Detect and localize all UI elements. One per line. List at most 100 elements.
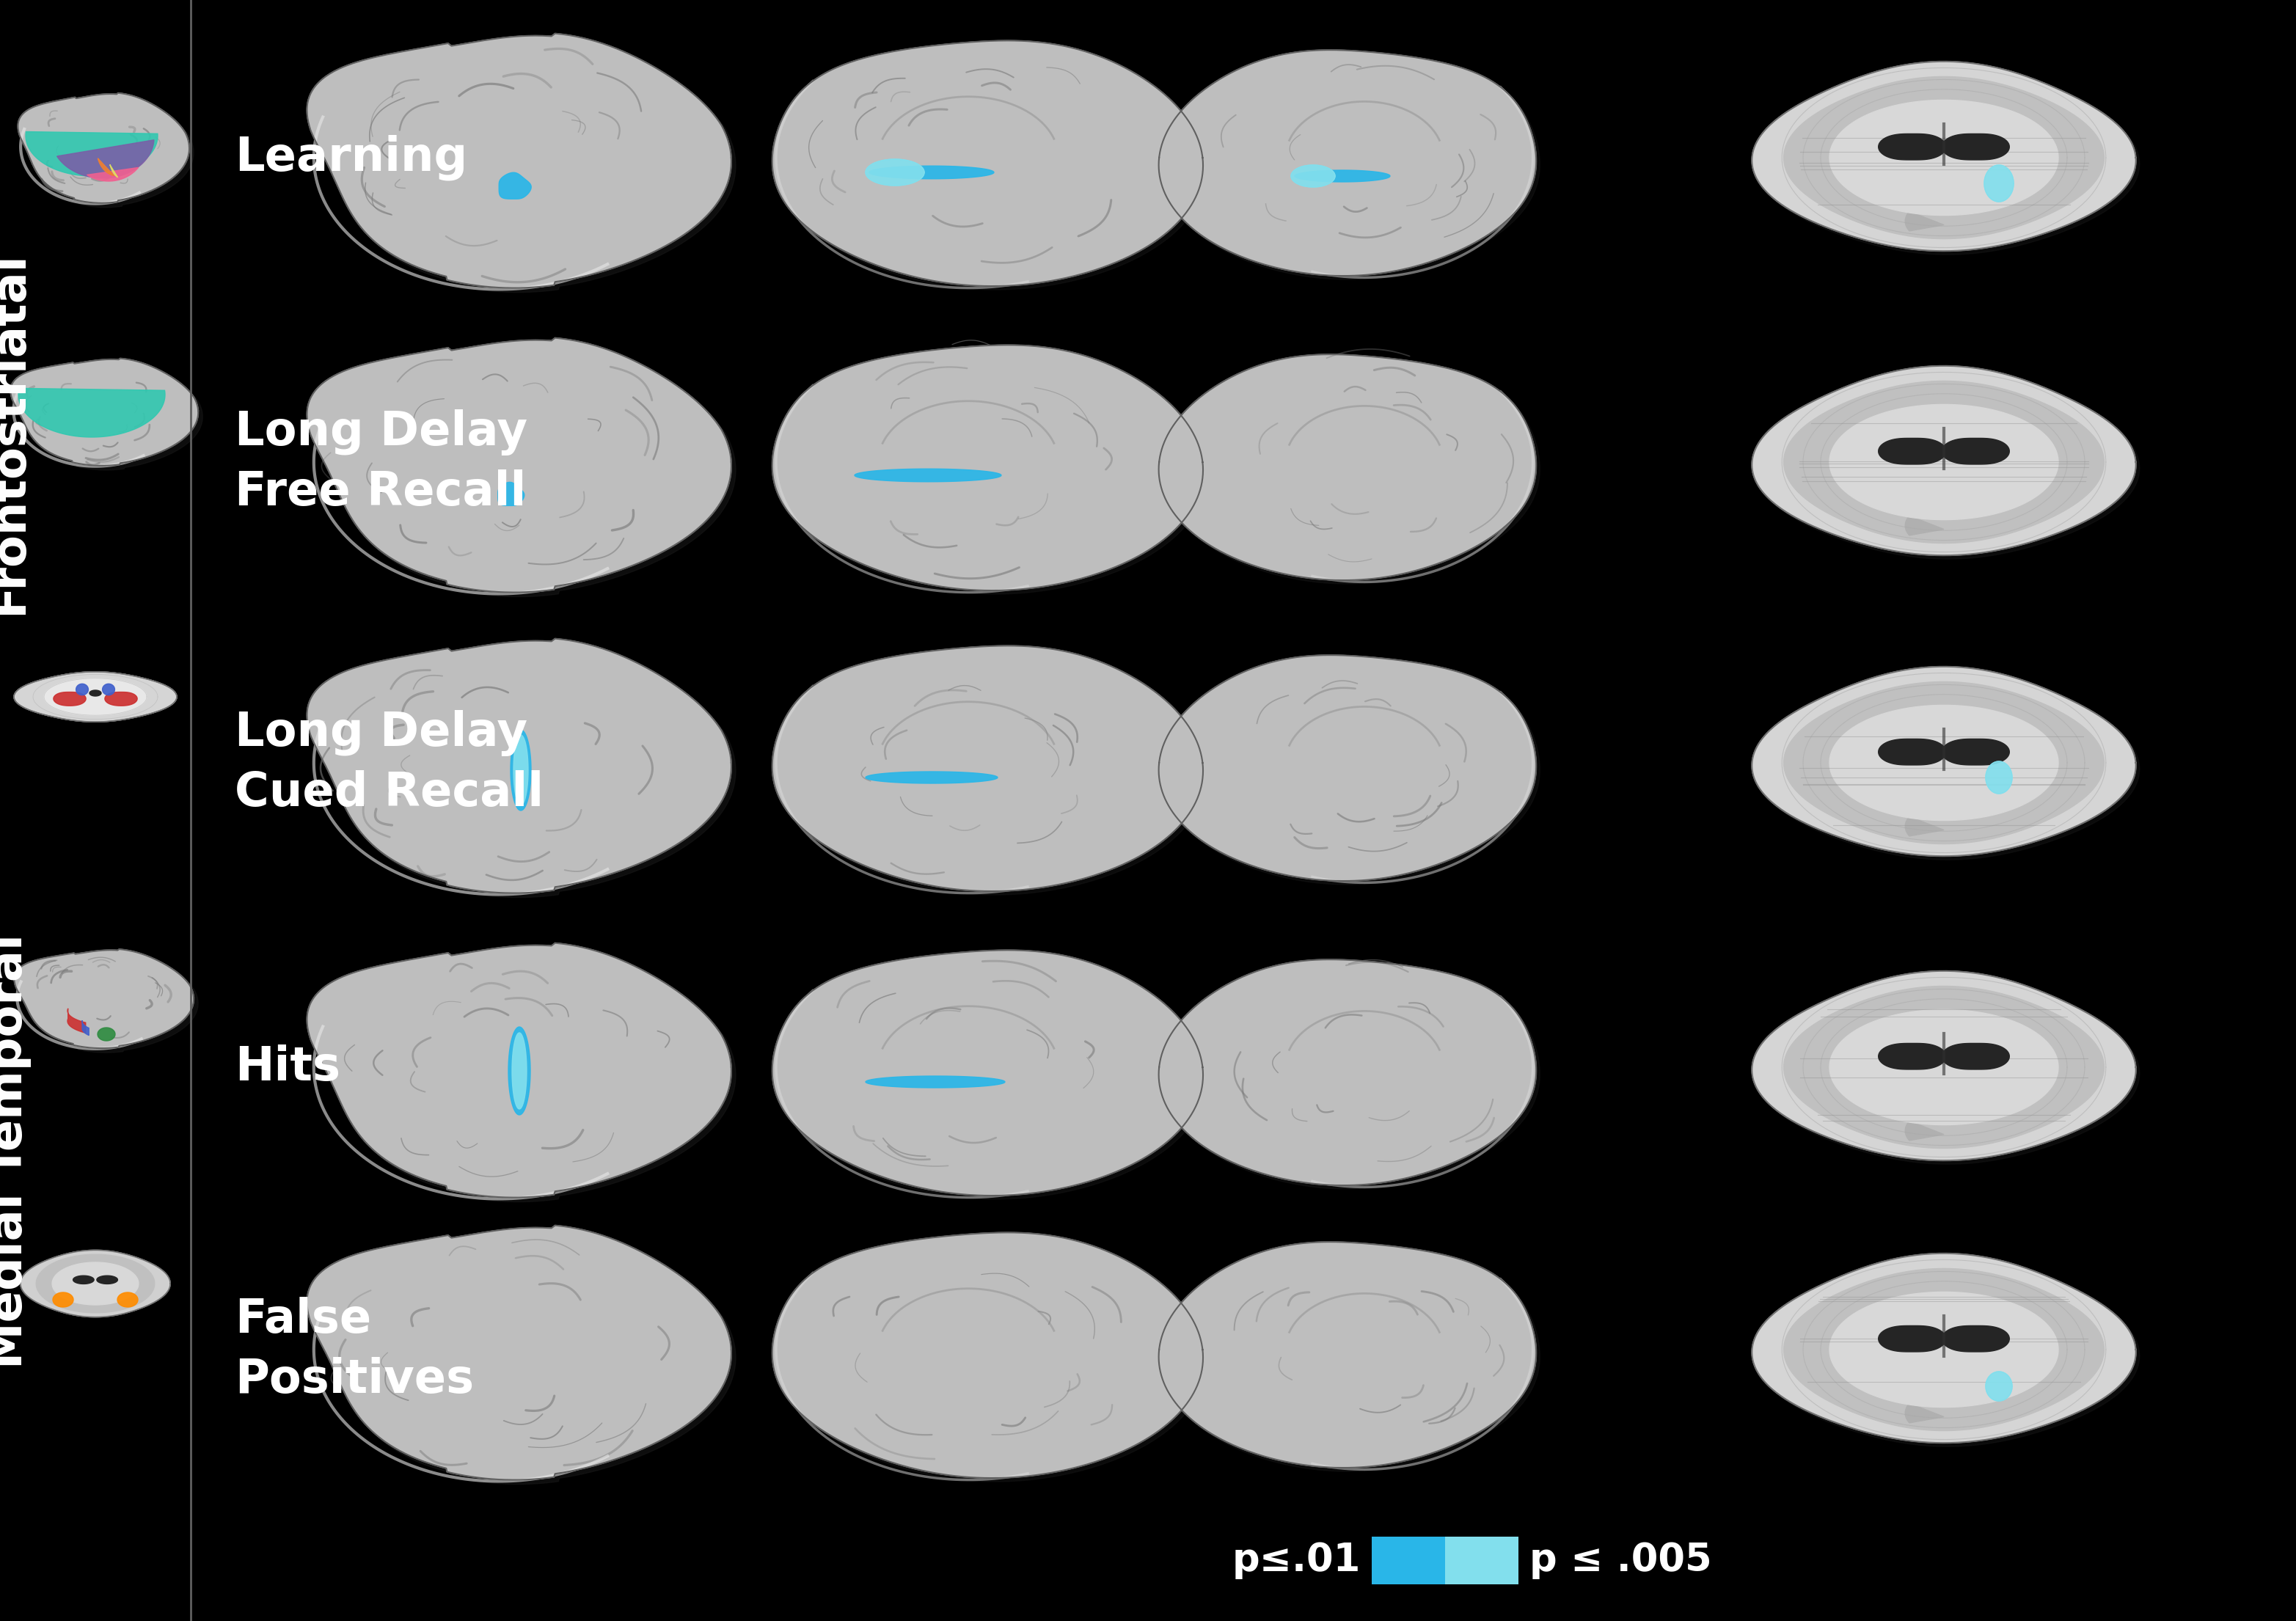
Polygon shape: [866, 1076, 1006, 1088]
Polygon shape: [1162, 963, 1541, 1190]
Polygon shape: [110, 165, 117, 177]
Text: Frontostriatal: Frontostriatal: [0, 251, 32, 614]
Polygon shape: [1159, 960, 1536, 1185]
Polygon shape: [312, 37, 735, 292]
Polygon shape: [18, 953, 197, 1052]
Polygon shape: [1986, 762, 2011, 794]
Polygon shape: [771, 41, 1203, 285]
Bar: [1371, 1537, 1444, 1584]
Polygon shape: [1906, 1404, 1945, 1423]
Polygon shape: [1784, 682, 2103, 845]
Polygon shape: [76, 684, 87, 695]
Polygon shape: [1784, 986, 2103, 1148]
Polygon shape: [1830, 405, 2057, 520]
Polygon shape: [1752, 971, 2135, 1161]
Polygon shape: [117, 1292, 138, 1307]
Polygon shape: [1162, 53, 1541, 279]
Polygon shape: [1942, 739, 2009, 765]
Polygon shape: [771, 950, 1203, 1196]
Polygon shape: [1878, 1326, 1947, 1352]
Polygon shape: [1830, 1292, 2057, 1407]
Polygon shape: [312, 947, 735, 1201]
Polygon shape: [776, 1237, 1208, 1482]
Polygon shape: [1295, 170, 1389, 182]
Polygon shape: [25, 131, 158, 177]
Text: False
Positives: False Positives: [234, 1297, 473, 1402]
Polygon shape: [854, 468, 1001, 481]
Polygon shape: [1830, 1010, 2057, 1125]
Polygon shape: [1830, 705, 2057, 820]
Polygon shape: [1752, 366, 2135, 556]
Polygon shape: [1159, 355, 1536, 580]
Polygon shape: [1162, 658, 1541, 885]
Polygon shape: [1906, 817, 1945, 836]
Polygon shape: [14, 671, 177, 721]
Polygon shape: [23, 97, 193, 207]
Text: Hits: Hits: [234, 1044, 340, 1089]
Polygon shape: [106, 692, 138, 705]
Polygon shape: [99, 159, 115, 175]
Text: Long Delay
Cued Recall: Long Delay Cued Recall: [234, 710, 544, 815]
Polygon shape: [1942, 1044, 2009, 1070]
Text: p≤.01: p≤.01: [1233, 1542, 1362, 1579]
Polygon shape: [312, 342, 735, 597]
Polygon shape: [512, 1033, 526, 1109]
Polygon shape: [312, 644, 735, 898]
Polygon shape: [1159, 655, 1536, 880]
Polygon shape: [67, 1008, 85, 1033]
Polygon shape: [53, 692, 85, 705]
Polygon shape: [1784, 1269, 2103, 1431]
Polygon shape: [510, 729, 530, 810]
Polygon shape: [1942, 135, 2009, 160]
Polygon shape: [312, 1230, 735, 1485]
Polygon shape: [14, 950, 193, 1049]
Polygon shape: [90, 691, 101, 695]
Polygon shape: [1878, 438, 1947, 464]
Polygon shape: [1878, 1044, 1947, 1070]
Polygon shape: [57, 139, 154, 178]
Polygon shape: [1756, 974, 2140, 1164]
Polygon shape: [18, 92, 188, 203]
Polygon shape: [1159, 50, 1536, 276]
Polygon shape: [308, 943, 732, 1198]
Polygon shape: [18, 389, 165, 438]
Polygon shape: [776, 953, 1208, 1200]
Polygon shape: [498, 172, 530, 199]
Text: Long Delay
Free Recall: Long Delay Free Recall: [234, 408, 528, 515]
Polygon shape: [514, 734, 528, 806]
Polygon shape: [308, 337, 732, 592]
Polygon shape: [1162, 358, 1541, 584]
Polygon shape: [771, 345, 1203, 590]
Polygon shape: [1752, 62, 2135, 251]
Polygon shape: [103, 684, 115, 695]
Polygon shape: [308, 639, 732, 893]
Polygon shape: [1752, 666, 2135, 856]
Polygon shape: [1942, 1326, 2009, 1352]
Polygon shape: [1784, 76, 2103, 238]
Polygon shape: [1906, 1122, 1945, 1141]
Polygon shape: [507, 1026, 530, 1115]
Polygon shape: [11, 358, 197, 465]
Text: p ≤ .005: p ≤ .005: [1529, 1542, 1713, 1579]
Text: Medial Temporal: Medial Temporal: [0, 934, 32, 1370]
Polygon shape: [14, 363, 202, 470]
Polygon shape: [83, 1020, 90, 1036]
Polygon shape: [771, 645, 1203, 892]
Polygon shape: [1830, 101, 2057, 216]
Polygon shape: [1756, 1256, 2140, 1446]
Polygon shape: [1906, 211, 1945, 230]
Polygon shape: [73, 1276, 94, 1284]
Polygon shape: [37, 1255, 154, 1313]
Text: Learning: Learning: [234, 135, 468, 180]
Polygon shape: [1878, 135, 1947, 160]
Polygon shape: [1756, 370, 2140, 559]
Polygon shape: [776, 44, 1208, 290]
Polygon shape: [870, 165, 994, 178]
Polygon shape: [1906, 515, 1945, 535]
Polygon shape: [96, 1276, 117, 1284]
Polygon shape: [1878, 739, 1947, 765]
Polygon shape: [308, 1225, 732, 1480]
Polygon shape: [776, 349, 1208, 595]
Polygon shape: [498, 481, 523, 506]
Polygon shape: [776, 650, 1208, 895]
